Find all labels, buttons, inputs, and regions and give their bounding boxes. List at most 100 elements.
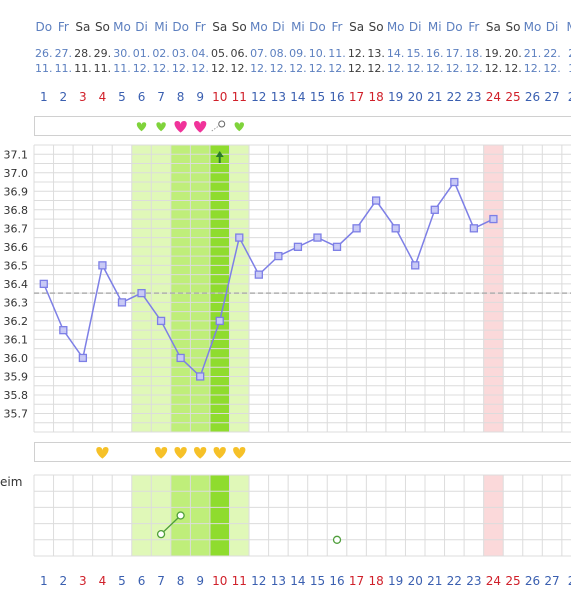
temperature-point bbox=[332, 242, 342, 251]
weekday-label: Mo bbox=[524, 20, 542, 34]
cycle-day-label: 26 bbox=[525, 574, 540, 588]
date-day-label: 06. bbox=[231, 47, 249, 60]
weekday-label: Do bbox=[446, 20, 463, 34]
weekday-label: Di bbox=[409, 20, 422, 34]
top-heart bbox=[136, 122, 147, 132]
temperature-point bbox=[98, 261, 107, 270]
y-tick-label: 37.1 bbox=[4, 148, 29, 161]
cycle-day-label: 20 bbox=[408, 90, 423, 104]
date-month-label: 11. bbox=[74, 62, 92, 75]
date-day-label: 11. bbox=[328, 47, 346, 60]
weekday-label: Mi bbox=[428, 20, 442, 34]
date-day-label: 14. bbox=[387, 47, 405, 60]
intercourse-heart bbox=[96, 446, 109, 459]
weekday-label: So bbox=[95, 20, 110, 34]
date-month-label: 11. bbox=[113, 62, 131, 75]
cycle-day-label: 2 bbox=[60, 574, 68, 588]
weekday-label: Sa bbox=[212, 20, 227, 34]
temperature-point bbox=[274, 251, 283, 261]
date-day-label: 2 bbox=[568, 47, 571, 60]
cycle-day-label: 17 bbox=[349, 90, 364, 104]
cycle-day-label: 8 bbox=[177, 90, 185, 104]
cycle-day-label: 5 bbox=[118, 90, 126, 104]
date-day-label: 29. bbox=[94, 47, 112, 60]
cycle-day-label: 2 bbox=[568, 574, 571, 588]
date-month-label: 12. bbox=[367, 62, 385, 75]
date-month-label: 11. bbox=[35, 62, 53, 75]
cycle-day-label: 20 bbox=[408, 574, 423, 588]
date-month-label: 12. bbox=[270, 62, 288, 75]
cycle-day-label: 10 bbox=[212, 574, 227, 588]
temperature-point bbox=[293, 242, 303, 251]
cycle-day-label: 11 bbox=[232, 90, 247, 104]
temperature-point bbox=[156, 316, 166, 326]
side-label: eim bbox=[0, 475, 22, 489]
date-day-label: 07. bbox=[250, 47, 268, 60]
date-day-label: 04. bbox=[191, 47, 209, 60]
date-day-label: 20. bbox=[504, 47, 522, 60]
cycle-day-label: 21 bbox=[427, 90, 442, 104]
temperature-point bbox=[235, 233, 244, 242]
cycle-day-label: 9 bbox=[196, 574, 204, 588]
weekday-label: Mo bbox=[250, 20, 268, 34]
temperature-point bbox=[39, 279, 48, 289]
date-day-label: 13. bbox=[367, 47, 385, 60]
top-symbol-strip bbox=[34, 116, 571, 136]
temperature-point bbox=[196, 372, 205, 381]
weekday-label: Fr bbox=[58, 20, 69, 34]
date-day-label: 21. bbox=[524, 47, 542, 60]
top-dot-link bbox=[211, 125, 220, 132]
date-day-label: 18. bbox=[465, 47, 483, 60]
date-month-label: 12. bbox=[348, 62, 366, 75]
lower-marker bbox=[332, 535, 342, 544]
lower-marker-link bbox=[160, 515, 182, 535]
cycle-day-label: 15 bbox=[310, 574, 325, 588]
date-month-label: 12. bbox=[289, 62, 307, 75]
cycle-day-label: 27 bbox=[544, 90, 559, 104]
cycle-day-label: 1 bbox=[40, 574, 48, 588]
date-day-label: 02. bbox=[152, 47, 170, 60]
ovulation-day bbox=[209, 475, 230, 556]
cycle-day-label: 17 bbox=[349, 574, 364, 588]
date-month-label: 12. bbox=[446, 62, 464, 75]
weekday-label: Sa bbox=[75, 20, 90, 34]
temperature-point bbox=[313, 233, 322, 242]
date-day-label: 15. bbox=[406, 47, 424, 60]
date-month-label: 12. bbox=[250, 62, 268, 75]
cycle-day-label: 2 bbox=[60, 90, 68, 104]
cycle-day-label: 13 bbox=[271, 90, 286, 104]
cycle-day-label: 4 bbox=[99, 90, 107, 104]
intercourse-heart bbox=[174, 446, 187, 459]
top-heart bbox=[194, 120, 207, 133]
intercourse-heart bbox=[194, 446, 207, 459]
weekday-label: Di bbox=[135, 20, 148, 34]
lower-marker bbox=[176, 511, 185, 520]
date-day-label: 22. bbox=[543, 47, 561, 60]
weekday-label: Mo bbox=[113, 20, 131, 34]
date-month-label: 12. bbox=[543, 62, 561, 75]
weekday-label: Sa bbox=[349, 20, 364, 34]
temperature-point bbox=[430, 205, 439, 214]
temperature-plot: 37.1 37.0 36.9 36.8 36.7 36.6 36.5 36.4 36.3 36.2… bbox=[4, 144, 571, 433]
weekday-label: Di bbox=[546, 20, 559, 34]
date-month-label: 12. bbox=[191, 62, 209, 75]
temperature-point bbox=[78, 353, 88, 363]
cycle-day-label: 21 bbox=[427, 574, 442, 588]
cycle-day-label: 23 bbox=[466, 90, 481, 104]
cycle-day-row-bottom: 1 2 3 4 5 6 7 8 9 10 11 12 13 14 15 16 17 18 19 20 21 22 23 24 2… bbox=[40, 574, 571, 588]
cycle-day-label: 22 bbox=[447, 574, 462, 588]
y-tick-label: 36.7 bbox=[4, 222, 29, 235]
cycle-day-label: 9 bbox=[196, 90, 204, 104]
date-month-label: 12. bbox=[309, 62, 327, 75]
cycle-day-label: 5 bbox=[118, 574, 126, 588]
date-day-label: 03. bbox=[172, 47, 190, 60]
cycle-day-label: 26 bbox=[525, 90, 540, 104]
period-day bbox=[483, 475, 504, 556]
cycle-day-label: 24 bbox=[486, 574, 501, 588]
date-month-label: 12. bbox=[524, 62, 542, 75]
date-month-label: 12. bbox=[504, 62, 522, 75]
temperature-point bbox=[59, 326, 68, 335]
cycle-day-label: 23 bbox=[466, 574, 481, 588]
y-tick-label: 35.7 bbox=[4, 407, 29, 420]
date-day-label: 16. bbox=[426, 47, 444, 60]
